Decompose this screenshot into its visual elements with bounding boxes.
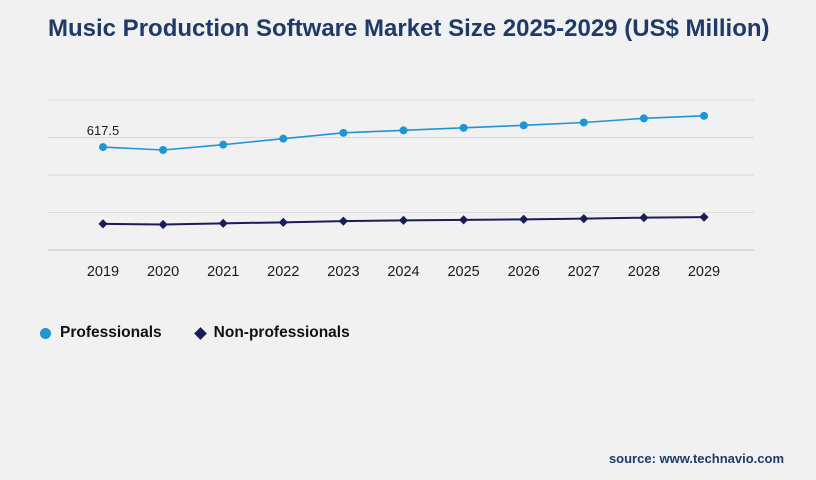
diamond-marker	[218, 218, 228, 228]
circle-marker	[339, 128, 348, 137]
diamond-legend-marker-icon	[193, 326, 207, 340]
x-axis-label: 2028	[628, 264, 660, 280]
circle-marker	[279, 134, 288, 143]
x-axis-label: 2029	[688, 264, 720, 280]
chart-plot-area: 617.5 2019 2020 2021 2022 2023 2024 2025 2026 202…	[48, 99, 754, 280]
circle-legend-marker-icon	[40, 327, 51, 339]
x-axis-label: 2022	[267, 264, 299, 280]
diamond-marker	[98, 219, 108, 229]
x-axis-label: 2020	[147, 264, 179, 280]
x-axis-label: 2025	[447, 264, 479, 280]
x-axis-label: 2027	[568, 264, 600, 280]
circle-marker	[579, 118, 588, 127]
diamond-marker	[338, 216, 348, 226]
data-label: 617.5	[87, 123, 120, 138]
diamond-marker	[278, 217, 288, 227]
legend-item-professionals: Professionals	[40, 324, 162, 342]
diamond-marker	[639, 213, 649, 223]
diamond-marker	[579, 214, 589, 224]
line-chart: 617.5 2019 2020 2021 2022 2023 2024 2025 2026 202…	[48, 92, 754, 288]
circle-marker	[99, 143, 107, 152]
circle-marker	[639, 114, 648, 123]
x-axis-label: 2023	[327, 264, 359, 280]
chart-title: Music Production Software Market Size 20…	[48, 15, 770, 42]
circle-marker	[159, 146, 168, 154]
circle-marker	[519, 121, 528, 130]
diamond-marker	[459, 215, 469, 225]
x-axis-label: 2019	[87, 264, 119, 280]
legend-label: Non-professionals	[213, 324, 350, 341]
diamond-marker	[158, 219, 168, 230]
legend-label: Professionals	[60, 324, 162, 341]
circle-marker	[399, 126, 408, 135]
legend-item-non-professionals: Non-professionals	[193, 324, 350, 342]
diamond-marker	[699, 212, 709, 222]
circle-marker	[219, 140, 228, 149]
x-axis-label: 2024	[387, 264, 419, 280]
circle-marker	[700, 111, 708, 120]
diamond-marker	[398, 215, 409, 225]
chart-legend: Professionals Non-professionals	[40, 324, 350, 342]
diamond-marker	[519, 214, 529, 224]
source-attribution: source: www.technavio.com	[608, 451, 784, 466]
circle-marker	[459, 123, 468, 132]
x-axis-label: 2021	[207, 264, 239, 280]
x-axis-label: 2026	[508, 264, 540, 280]
